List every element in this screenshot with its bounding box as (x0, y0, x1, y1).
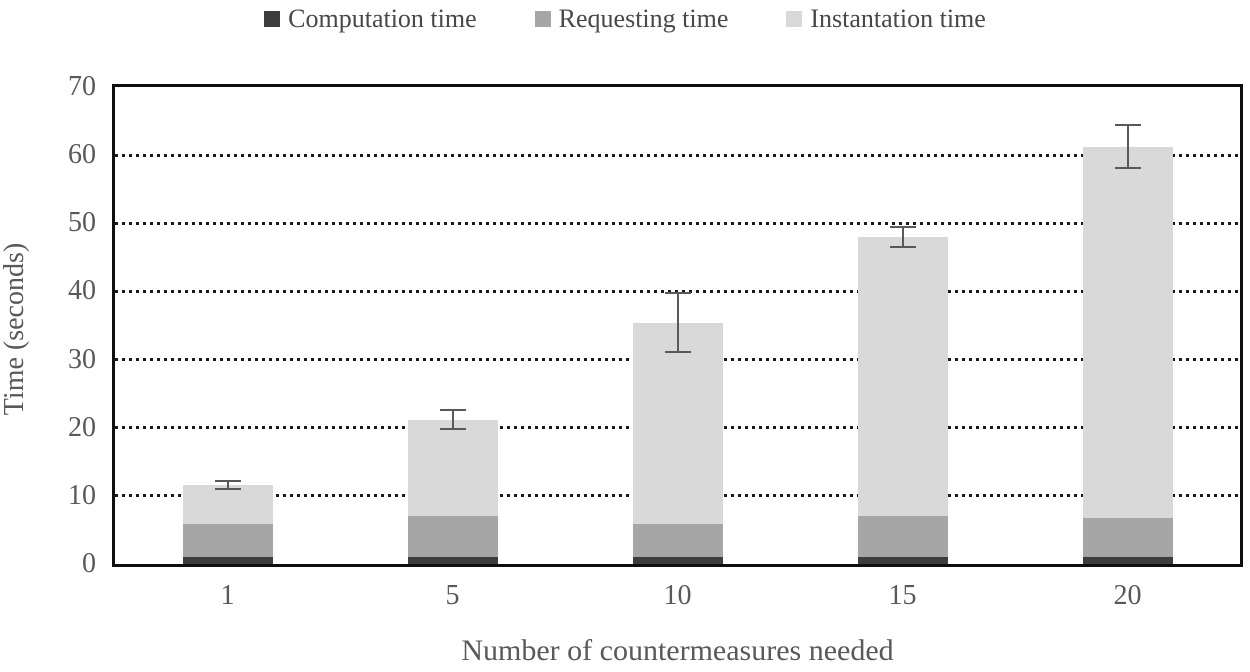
bar-5-instantation-time (407, 419, 498, 517)
bar-20-instantation-time (1082, 146, 1173, 519)
y-axis-title: Time (seconds) (0, 242, 30, 416)
legend-label: Computation time (288, 4, 477, 33)
error-bar-1 (226, 479, 229, 491)
bar-20-requesting-time (1082, 518, 1173, 558)
bar-15-computation-time (857, 557, 948, 564)
error-bar-5 (451, 408, 454, 431)
legend-label: Instantation time (810, 4, 986, 33)
y-tick-10: 10 (68, 479, 96, 511)
error-bar-10 (676, 292, 679, 354)
legend-item-instantation-time: Instantation time (786, 4, 986, 34)
y-tick-60: 60 (68, 139, 96, 171)
bar-15-requesting-time (857, 516, 948, 558)
y-tick-50: 50 (68, 207, 96, 239)
legend-swatch-icon (534, 11, 551, 27)
gridline-y-60 (115, 153, 1240, 157)
bar-20-computation-time (1082, 557, 1173, 564)
x-tick-20: 20 (1113, 580, 1142, 611)
error-cap-10-low (664, 351, 691, 354)
y-tick-70: 70 (68, 71, 96, 102)
x-tick-10: 10 (663, 580, 692, 611)
bar-15-instantation-time (857, 236, 948, 517)
error-cap-20-low (1114, 167, 1141, 170)
error-cap-15-high (889, 226, 916, 228)
plot-area (112, 84, 1243, 567)
error-cap-10-high (664, 292, 691, 295)
y-tick-30: 30 (68, 343, 96, 375)
legend-swatch-icon (264, 11, 281, 27)
x-tick-15: 15 (888, 580, 917, 611)
error-cap-20-high (1114, 124, 1141, 127)
bar-1-requesting-time (182, 524, 273, 558)
legend-item-requesting-time: Requesting time (534, 4, 729, 34)
bar-10-computation-time (632, 557, 723, 564)
bar-1-computation-time (182, 557, 273, 564)
legend-swatch-icon (786, 11, 803, 27)
gridline-y-50 (115, 221, 1240, 225)
legend: Computation time Requesting time Instantat… (0, 2, 1250, 36)
bar-5-computation-time (407, 557, 498, 564)
y-tick-0: 0 (82, 548, 96, 579)
x-axis-title: Number of countermeasures needed (461, 634, 894, 667)
error-bar-20 (1126, 124, 1129, 170)
error-cap-1-high (214, 479, 241, 482)
bar-10-instantation-time (632, 322, 723, 524)
y-tick-20: 20 (68, 411, 96, 443)
bar-10-requesting-time (632, 523, 723, 558)
error-cap-5-low (439, 428, 466, 431)
gridline-y-40 (115, 289, 1240, 293)
error-cap-1-low (214, 488, 241, 491)
error-bar-15 (901, 226, 904, 248)
bar-1-instantation-time (182, 484, 273, 525)
error-cap-5-high (439, 408, 466, 411)
legend-label: Requesting time (558, 4, 729, 33)
bar-5-requesting-time (407, 516, 498, 558)
x-tick-5: 5 (445, 580, 460, 611)
legend-item-computation-time: Computation time (264, 4, 477, 34)
error-cap-15-low (889, 245, 916, 248)
x-tick-1: 1 (220, 580, 235, 611)
y-tick-40: 40 (68, 275, 96, 307)
